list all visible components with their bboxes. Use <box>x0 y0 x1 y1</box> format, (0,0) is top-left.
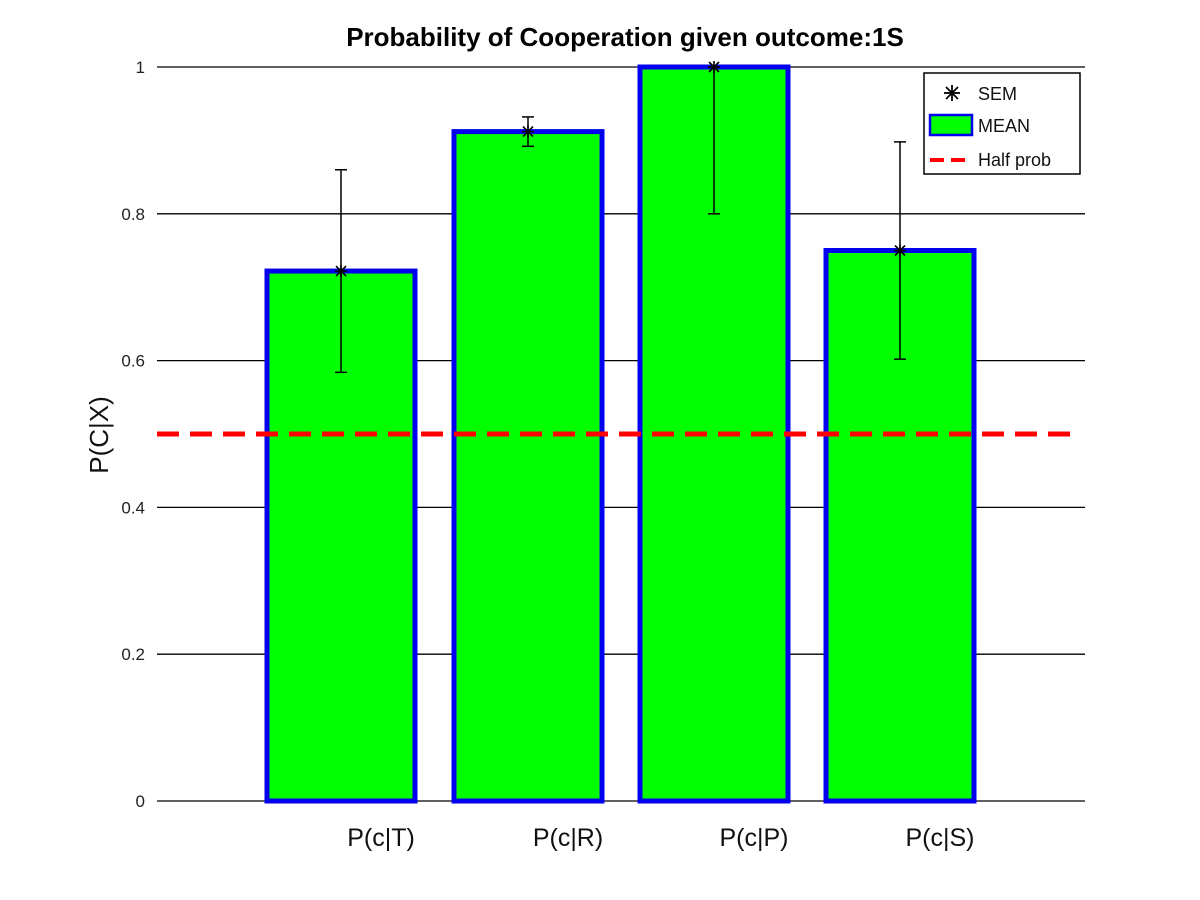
x-axis-ticks: P(c|T) P(c|R) P(c|P) P(c|S) <box>347 824 974 852</box>
error-bar-0 <box>335 169 347 374</box>
bar-1 <box>451 129 605 804</box>
y-tick-label-0: 0 <box>136 792 145 811</box>
y-tick-label-5: 1 <box>136 58 145 77</box>
legend-sem-label: SEM <box>978 84 1017 104</box>
x-tick-label-3: P(c|S) <box>906 824 975 852</box>
error-bar-3 <box>894 141 906 360</box>
legend-mean-swatch <box>928 113 974 137</box>
y-tick-label-4: 0.8 <box>121 205 145 224</box>
legend: SEM MEAN Half prob <box>923 72 1081 175</box>
y-tick-label-2: 0.4 <box>121 498 145 517</box>
sem-marker-2 <box>708 61 720 73</box>
y-tick-label-1: 0.2 <box>121 645 145 664</box>
error-bar-2 <box>708 61 720 215</box>
sem-marker-3 <box>894 244 906 257</box>
sem-marker-0 <box>335 265 347 278</box>
sem-marker-1 <box>522 125 534 138</box>
error-bars <box>335 61 906 374</box>
x-tick-label-0: P(c|T) <box>347 824 415 852</box>
legend-half-prob-label: Half prob <box>978 150 1051 170</box>
y-axis-ticks: 0 0.2 0.4 0.6 0.8 1 <box>121 58 145 811</box>
legend-sem-marker <box>944 85 960 101</box>
y-tick-label-3: 0.6 <box>121 352 145 371</box>
error-bar-1 <box>522 116 534 148</box>
x-tick-label-1: P(c|R) <box>533 824 603 852</box>
chart-title: Probability of Cooperation given outcome… <box>346 22 904 52</box>
legend-mean-label: MEAN <box>978 116 1030 136</box>
y-axis-label: P(C|X) <box>84 396 114 474</box>
x-tick-label-2: P(c|P) <box>720 824 789 852</box>
